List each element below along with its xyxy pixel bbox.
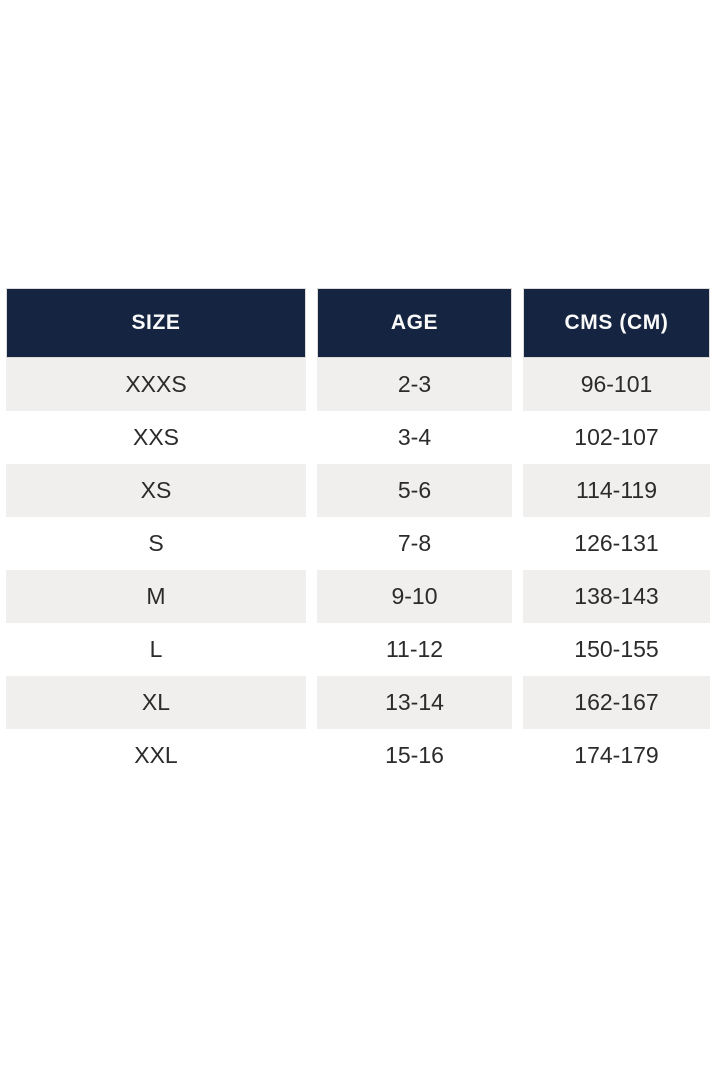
table-body: XXXS 2-3 96-101 XXS 3-4 102-107 XS 5-6 114-119 S 7…	[6, 358, 710, 782]
table-cell-age: 11-12	[317, 623, 512, 676]
table-row: M 9-10 138-143	[6, 570, 710, 623]
table-cell-size: XL	[6, 676, 306, 729]
table-cell-age: 2-3	[317, 358, 512, 411]
table-cell-age: 5-6	[317, 464, 512, 517]
table-row: S 7-8 126-131	[6, 517, 710, 570]
column-header-cms: CMS (CM)	[523, 288, 710, 358]
column-header-size: SIZE	[6, 288, 306, 358]
table-cell-cms: 150-155	[523, 623, 710, 676]
table-header-row: SIZE AGE CMS (CM)	[6, 288, 710, 358]
table-row: XXL 15-16 174-179	[6, 729, 710, 782]
size-chart-table: SIZE AGE CMS (CM) XXXS 2-3 96-101 XXS 3-4 102…	[6, 288, 710, 782]
table-cell-age: 3-4	[317, 411, 512, 464]
table-cell-cms: 102-107	[523, 411, 710, 464]
table-row: XXXS 2-3 96-101	[6, 358, 710, 411]
table-cell-cms: 162-167	[523, 676, 710, 729]
table-cell-cms: 96-101	[523, 358, 710, 411]
table-cell-age: 7-8	[317, 517, 512, 570]
table-cell-size: S	[6, 517, 306, 570]
table-cell-size: XXXS	[6, 358, 306, 411]
table-cell-cms: 114-119	[523, 464, 710, 517]
table-row: XL 13-14 162-167	[6, 676, 710, 729]
table-cell-age: 15-16	[317, 729, 512, 782]
table-cell-size: L	[6, 623, 306, 676]
table-row: XS 5-6 114-119	[6, 464, 710, 517]
table-cell-size: M	[6, 570, 306, 623]
table-cell-cms: 174-179	[523, 729, 710, 782]
table-cell-cms: 126-131	[523, 517, 710, 570]
table-cell-size: XXS	[6, 411, 306, 464]
table-cell-size: XS	[6, 464, 306, 517]
table-cell-age: 9-10	[317, 570, 512, 623]
table-cell-age: 13-14	[317, 676, 512, 729]
table-cell-size: XXL	[6, 729, 306, 782]
table-cell-cms: 138-143	[523, 570, 710, 623]
table-row: XXS 3-4 102-107	[6, 411, 710, 464]
table-row: L 11-12 150-155	[6, 623, 710, 676]
column-header-age: AGE	[317, 288, 512, 358]
